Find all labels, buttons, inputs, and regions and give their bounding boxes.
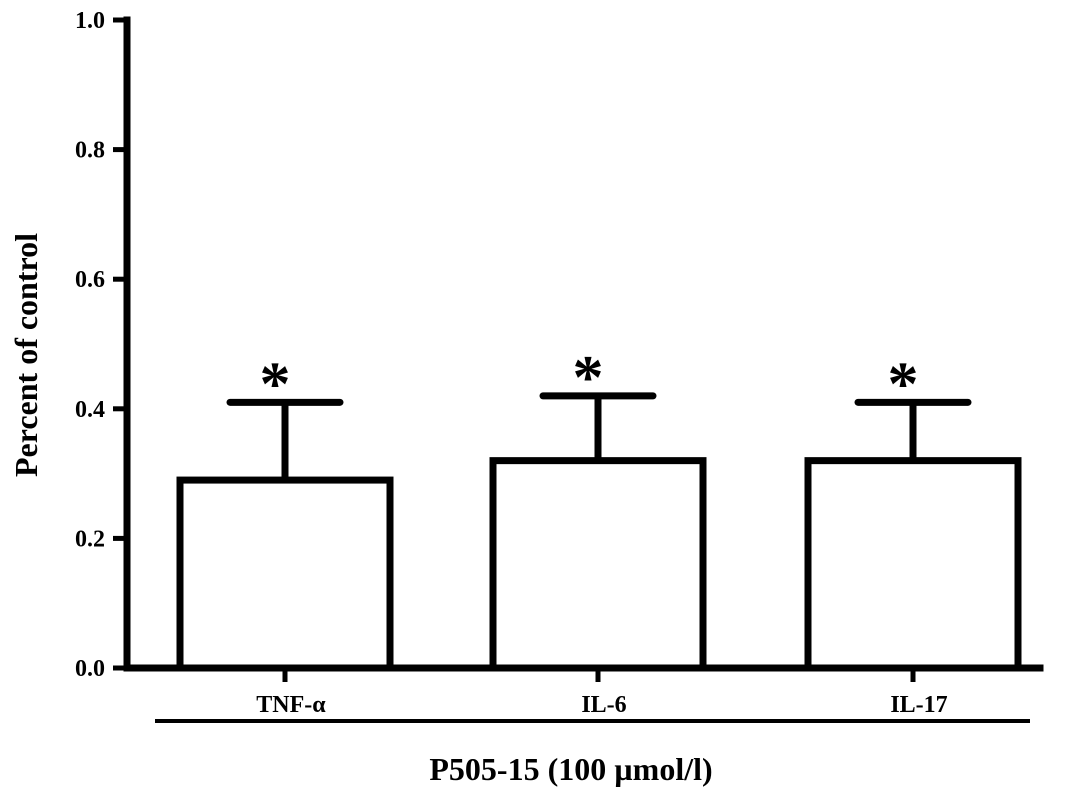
x-tick-label: IL-17 (890, 692, 947, 718)
y-tick-label: 0.0 (75, 656, 105, 682)
x-tick-label: IL-6 (581, 692, 626, 718)
x-tick-label: TNF-α (256, 692, 326, 718)
y-tick-label: 0.4 (75, 397, 105, 423)
y-tick-label: 0.8 (75, 138, 105, 164)
bar-il-17 (804, 457, 1022, 672)
y-tick-label: 1.0 (75, 8, 105, 34)
significance-asterisk: * (888, 350, 919, 418)
bar-tnf- (176, 476, 394, 672)
bars-group (176, 457, 1022, 672)
bar-il-6 (489, 457, 707, 672)
y-tick-label: 0.2 (75, 526, 105, 552)
y-axis-title: Percent of control (8, 233, 44, 477)
x-axis-title: P505-15 (100 µmol/l) (429, 751, 712, 787)
y-tick-label: 0.6 (75, 267, 105, 293)
significance-marks-group: * * * (260, 344, 919, 418)
significance-asterisk: * (260, 350, 291, 418)
significance-asterisk: * (573, 344, 604, 412)
error-bars-group (226, 392, 972, 481)
tick-labels-group: 0.0 0.2 0.4 0.6 0.8 1.0 TNF-α IL-6 IL-17 (75, 8, 948, 718)
